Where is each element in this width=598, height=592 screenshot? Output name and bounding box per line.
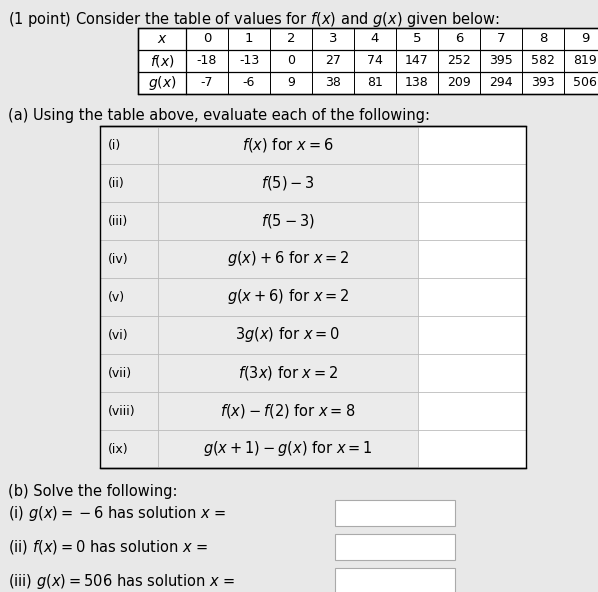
Text: 27: 27 [325, 54, 341, 67]
Text: (ix): (ix) [108, 442, 129, 455]
Text: $f(3x)$ for $x = 2$: $f(3x)$ for $x = 2$ [238, 364, 338, 382]
Bar [100, 126, 418, 468]
Bar [418, 202, 526, 240]
Bar [418, 126, 526, 164]
Text: $f(x)$ for $x = 6$: $f(x)$ for $x = 6$ [242, 136, 334, 154]
Text: (i) $g(x) = -6$ has solution $x$ =: (i) $g(x) = -6$ has solution $x$ = [8, 504, 226, 523]
Text: (iii): (iii) [108, 214, 128, 227]
Text: -6: -6 [243, 76, 255, 89]
Text: 138: 138 [405, 76, 429, 89]
Text: 9: 9 [287, 76, 295, 89]
Text: (iii) $g(x) = 506$ has solution $x$ =: (iii) $g(x) = 506$ has solution $x$ = [8, 572, 235, 591]
Text: 1: 1 [245, 33, 253, 46]
Text: -7: -7 [201, 76, 213, 89]
Text: $g(x)$: $g(x)$ [148, 74, 176, 92]
Text: 294: 294 [489, 76, 513, 89]
Text: (viii): (viii) [108, 404, 136, 417]
Text: (b) Solve the following:: (b) Solve the following: [8, 484, 178, 499]
Bar [335, 568, 455, 592]
Text: 3: 3 [329, 33, 337, 46]
Text: (ii) $f(x) = 0$ has solution $x$ =: (ii) $f(x) = 0$ has solution $x$ = [8, 538, 208, 556]
Text: $g(x + 1) - g(x)$ for $x = 1$: $g(x + 1) - g(x)$ for $x = 1$ [203, 439, 373, 458]
Text: 147: 147 [405, 54, 429, 67]
Bar [335, 534, 455, 560]
Text: 81: 81 [367, 76, 383, 89]
Text: 582: 582 [531, 54, 555, 67]
Text: 7: 7 [497, 33, 505, 46]
Bar [418, 316, 526, 354]
Text: 393: 393 [531, 76, 555, 89]
Bar [335, 500, 455, 526]
Text: $3g(x)$ for $x = 0$: $3g(x)$ for $x = 0$ [236, 326, 340, 345]
Text: 6: 6 [455, 33, 463, 46]
Text: 209: 209 [447, 76, 471, 89]
Text: -13: -13 [239, 54, 259, 67]
Text: (ii): (ii) [108, 176, 125, 189]
Bar [138, 28, 598, 94]
Text: 74: 74 [367, 54, 383, 67]
Text: 38: 38 [325, 76, 341, 89]
Text: (vii): (vii) [108, 366, 132, 379]
Bar [418, 164, 526, 202]
Text: (i): (i) [108, 139, 121, 152]
Text: (a) Using the table above, evaluate each of the following:: (a) Using the table above, evaluate each… [8, 108, 430, 123]
Text: 9: 9 [581, 33, 589, 46]
Text: (vi): (vi) [108, 329, 129, 342]
Text: $f(x) - f(2)$ for $x = 8$: $f(x) - f(2)$ for $x = 8$ [220, 402, 356, 420]
Bar [418, 430, 526, 468]
Bar [418, 392, 526, 430]
Text: 395: 395 [489, 54, 513, 67]
Text: 252: 252 [447, 54, 471, 67]
Bar [100, 126, 526, 468]
Text: 819: 819 [573, 54, 597, 67]
Text: $x$: $x$ [157, 32, 167, 46]
Text: (iv): (iv) [108, 253, 129, 265]
Text: $g(x + 6)$ for $x = 2$: $g(x + 6)$ for $x = 2$ [227, 288, 349, 307]
Bar [418, 278, 526, 316]
Text: 0: 0 [287, 54, 295, 67]
Text: 5: 5 [413, 33, 421, 46]
Bar [418, 240, 526, 278]
Text: 2: 2 [287, 33, 295, 46]
Text: -18: -18 [197, 54, 217, 67]
Text: 8: 8 [539, 33, 547, 46]
Text: 0: 0 [203, 33, 211, 46]
Bar [418, 354, 526, 392]
Text: $g(x) + 6$ for $x = 2$: $g(x) + 6$ for $x = 2$ [227, 249, 349, 269]
Text: 4: 4 [371, 33, 379, 46]
Text: (1 point) Consider the table of values for $f(x)$ and $g(x)$ given below:: (1 point) Consider the table of values f… [8, 10, 500, 29]
Text: $f(x)$: $f(x)$ [150, 53, 175, 69]
Text: 506: 506 [573, 76, 597, 89]
Text: $f(5) - 3$: $f(5) - 3$ [261, 174, 315, 192]
Text: $f(5 - 3)$: $f(5 - 3)$ [261, 212, 315, 230]
Text: (v): (v) [108, 291, 125, 304]
